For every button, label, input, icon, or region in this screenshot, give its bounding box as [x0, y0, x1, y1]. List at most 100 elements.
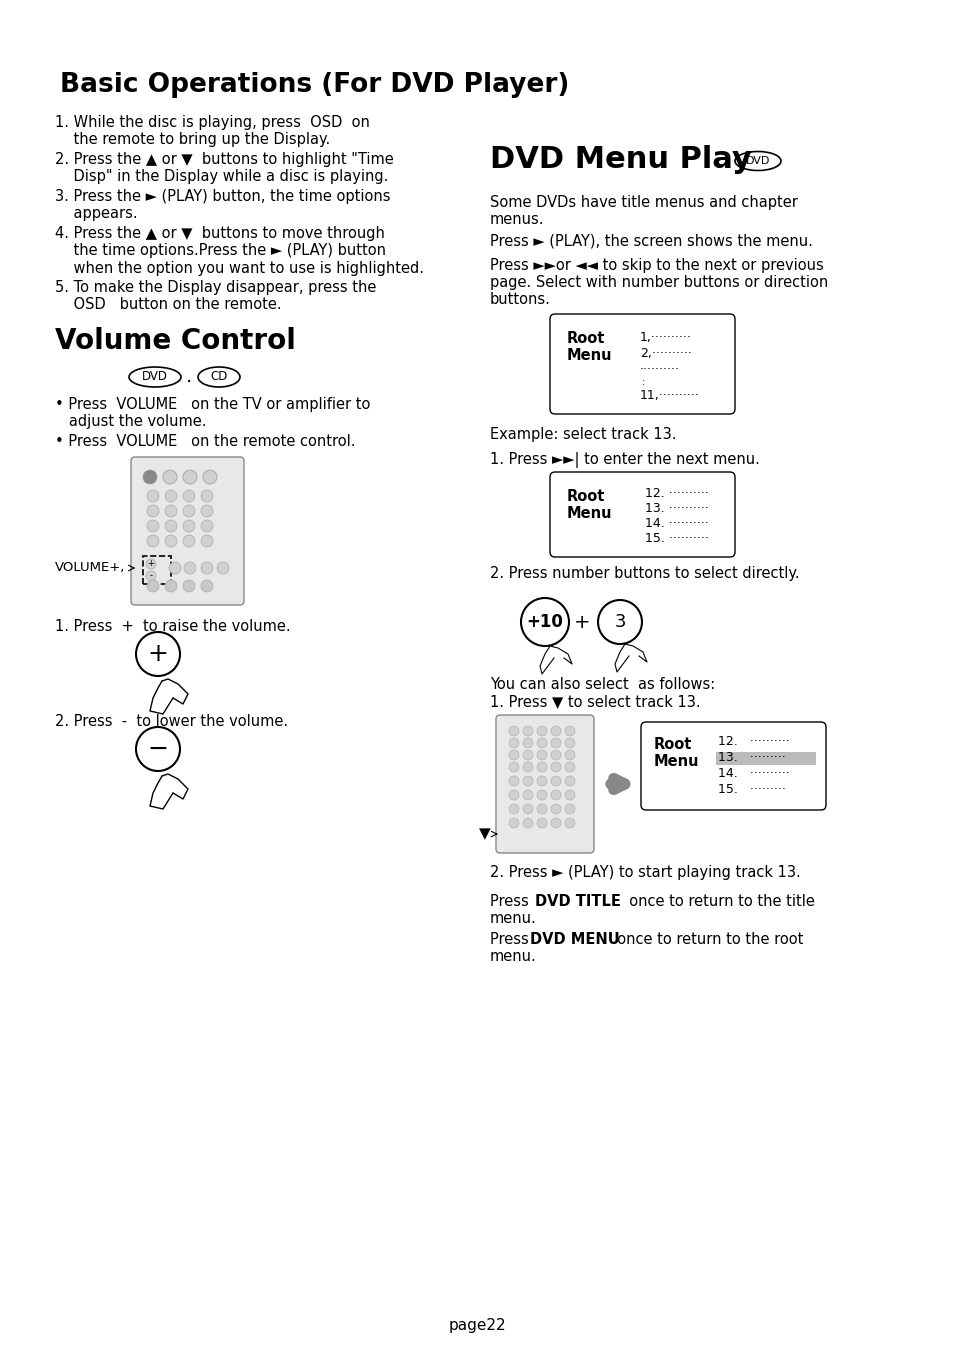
- Text: 1,··········: 1,··········: [639, 331, 691, 345]
- Circle shape: [203, 470, 216, 484]
- Circle shape: [509, 750, 518, 761]
- Text: 3. Press the ► (PLAY) button, the time options
    appears.: 3. Press the ► (PLAY) button, the time o…: [55, 189, 390, 222]
- FancyBboxPatch shape: [131, 457, 244, 605]
- Text: once to return to the title: once to return to the title: [619, 894, 814, 909]
- Text: Press: Press: [490, 932, 533, 947]
- Text: 12. ··········: 12. ··········: [644, 486, 708, 500]
- Circle shape: [537, 725, 546, 736]
- Circle shape: [201, 490, 213, 503]
- Text: +: +: [148, 642, 169, 666]
- Circle shape: [564, 762, 575, 771]
- Circle shape: [183, 505, 194, 517]
- Circle shape: [522, 725, 533, 736]
- Circle shape: [537, 790, 546, 800]
- Text: +: +: [148, 559, 154, 569]
- Text: Root
Menu: Root Menu: [654, 738, 699, 770]
- Circle shape: [147, 535, 159, 547]
- Text: 4. Press the ▲ or ▼  buttons to move through
    the time options.Press the ► (P: 4. Press the ▲ or ▼ buttons to move thro…: [55, 226, 423, 276]
- Text: DVD: DVD: [142, 370, 168, 384]
- Circle shape: [509, 775, 518, 786]
- Circle shape: [147, 505, 159, 517]
- FancyBboxPatch shape: [550, 313, 734, 413]
- Text: −: −: [148, 738, 169, 761]
- Text: 1. Press ▼ to select track 13.: 1. Press ▼ to select track 13.: [490, 694, 700, 709]
- FancyBboxPatch shape: [716, 753, 815, 765]
- FancyBboxPatch shape: [640, 721, 825, 811]
- Circle shape: [522, 750, 533, 761]
- Circle shape: [165, 490, 177, 503]
- Circle shape: [564, 817, 575, 828]
- Circle shape: [551, 817, 560, 828]
- Text: • Press  VOLUME   on the TV or amplifier to
   adjust the volume.: • Press VOLUME on the TV or amplifier to…: [55, 397, 370, 430]
- Text: 1. Press ►►| to enter the next menu.: 1. Press ►►| to enter the next menu.: [490, 453, 760, 467]
- Text: Root
Menu: Root Menu: [566, 331, 612, 363]
- Circle shape: [201, 535, 213, 547]
- Circle shape: [509, 762, 518, 771]
- FancyBboxPatch shape: [550, 471, 734, 557]
- Circle shape: [183, 535, 194, 547]
- Circle shape: [551, 725, 560, 736]
- Text: menus.: menus.: [490, 212, 544, 227]
- Circle shape: [147, 580, 159, 592]
- Text: 15. ··········: 15. ··········: [644, 532, 708, 544]
- Text: :: :: [641, 377, 644, 386]
- Circle shape: [163, 470, 177, 484]
- Circle shape: [551, 738, 560, 748]
- Circle shape: [201, 562, 213, 574]
- Text: CD: CD: [210, 370, 228, 384]
- Text: 2. Press number buttons to select directly.: 2. Press number buttons to select direct…: [490, 566, 799, 581]
- Circle shape: [183, 490, 194, 503]
- Circle shape: [146, 559, 156, 569]
- Text: DVD Menu Play: DVD Menu Play: [490, 145, 751, 174]
- Circle shape: [551, 750, 560, 761]
- Text: once to return to the root: once to return to the root: [607, 932, 802, 947]
- Circle shape: [183, 520, 194, 532]
- Circle shape: [522, 738, 533, 748]
- Text: Basic Operations (For DVD Player): Basic Operations (For DVD Player): [60, 72, 569, 99]
- Circle shape: [143, 470, 157, 484]
- Text: ··········: ··········: [639, 363, 679, 376]
- Circle shape: [165, 580, 177, 592]
- Circle shape: [522, 790, 533, 800]
- Text: Press: Press: [490, 894, 537, 909]
- Text: page. Select with number buttons or direction: page. Select with number buttons or dire…: [490, 276, 827, 290]
- Text: 14. ··········: 14. ··········: [644, 517, 708, 530]
- Circle shape: [201, 505, 213, 517]
- Text: VOLUME+,: VOLUME+,: [55, 562, 125, 574]
- Text: You can also select  as follows:: You can also select as follows:: [490, 677, 715, 692]
- Circle shape: [165, 520, 177, 532]
- Text: 14.   ··········: 14. ··········: [718, 767, 789, 780]
- Text: Volume Control: Volume Control: [55, 327, 295, 355]
- Circle shape: [537, 775, 546, 786]
- Circle shape: [146, 571, 156, 581]
- Circle shape: [522, 817, 533, 828]
- Circle shape: [551, 790, 560, 800]
- Circle shape: [147, 490, 159, 503]
- Text: 1. While the disc is playing, press  OSD  on
    the remote to bring up the Disp: 1. While the disc is playing, press OSD …: [55, 115, 370, 147]
- Text: 3: 3: [614, 613, 625, 631]
- Circle shape: [551, 762, 560, 771]
- Text: .: .: [186, 367, 192, 386]
- Circle shape: [537, 804, 546, 815]
- Text: buttons.: buttons.: [490, 292, 550, 307]
- Text: 12.   ··········: 12. ··········: [718, 735, 789, 748]
- Circle shape: [564, 750, 575, 761]
- Text: 2. Press ► (PLAY) to start playing track 13.: 2. Press ► (PLAY) to start playing track…: [490, 865, 800, 880]
- Text: 2. Press  -  to lower the volume.: 2. Press - to lower the volume.: [55, 713, 288, 730]
- Text: Example: select track 13.: Example: select track 13.: [490, 427, 676, 442]
- Circle shape: [537, 738, 546, 748]
- Text: 13.   ·········: 13. ·········: [718, 751, 785, 765]
- Text: -: -: [150, 571, 152, 581]
- Circle shape: [522, 804, 533, 815]
- Circle shape: [509, 790, 518, 800]
- Text: menu.: menu.: [490, 948, 537, 965]
- Text: Some DVDs have title menus and chapter: Some DVDs have title menus and chapter: [490, 195, 797, 209]
- Text: • Press  VOLUME   on the remote control.: • Press VOLUME on the remote control.: [55, 434, 355, 449]
- Circle shape: [183, 470, 196, 484]
- Text: Root
Menu: Root Menu: [566, 489, 612, 521]
- Circle shape: [509, 738, 518, 748]
- Circle shape: [147, 520, 159, 532]
- Text: page22: page22: [448, 1319, 505, 1333]
- Circle shape: [564, 790, 575, 800]
- Circle shape: [537, 817, 546, 828]
